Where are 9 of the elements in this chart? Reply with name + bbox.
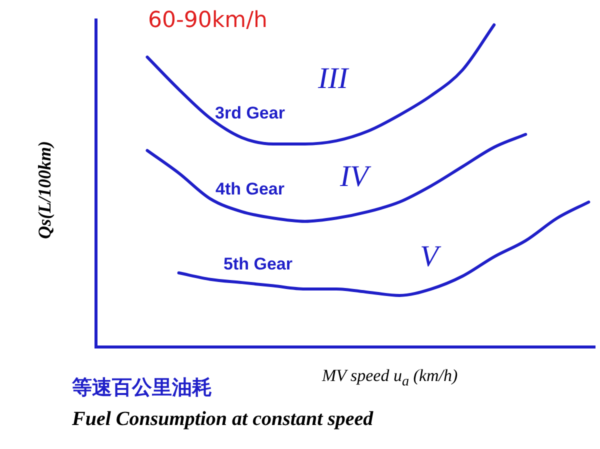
chart-title: 60-90km/h — [148, 8, 268, 33]
series-label: 4th Gear — [216, 180, 285, 199]
y-axis-title: Qs(L/100km) — [34, 141, 56, 239]
text: 等速百公里油耗 — [72, 374, 212, 401]
series-label: 3rd Gear — [215, 104, 286, 123]
annotation: III — [318, 62, 348, 96]
series-label: 5th Gear — [224, 254, 293, 274]
text: Fuel Consumption at constant speed — [72, 408, 374, 431]
x-axis-title: MV speed u$_{a}$ (km/h) — [322, 366, 458, 390]
